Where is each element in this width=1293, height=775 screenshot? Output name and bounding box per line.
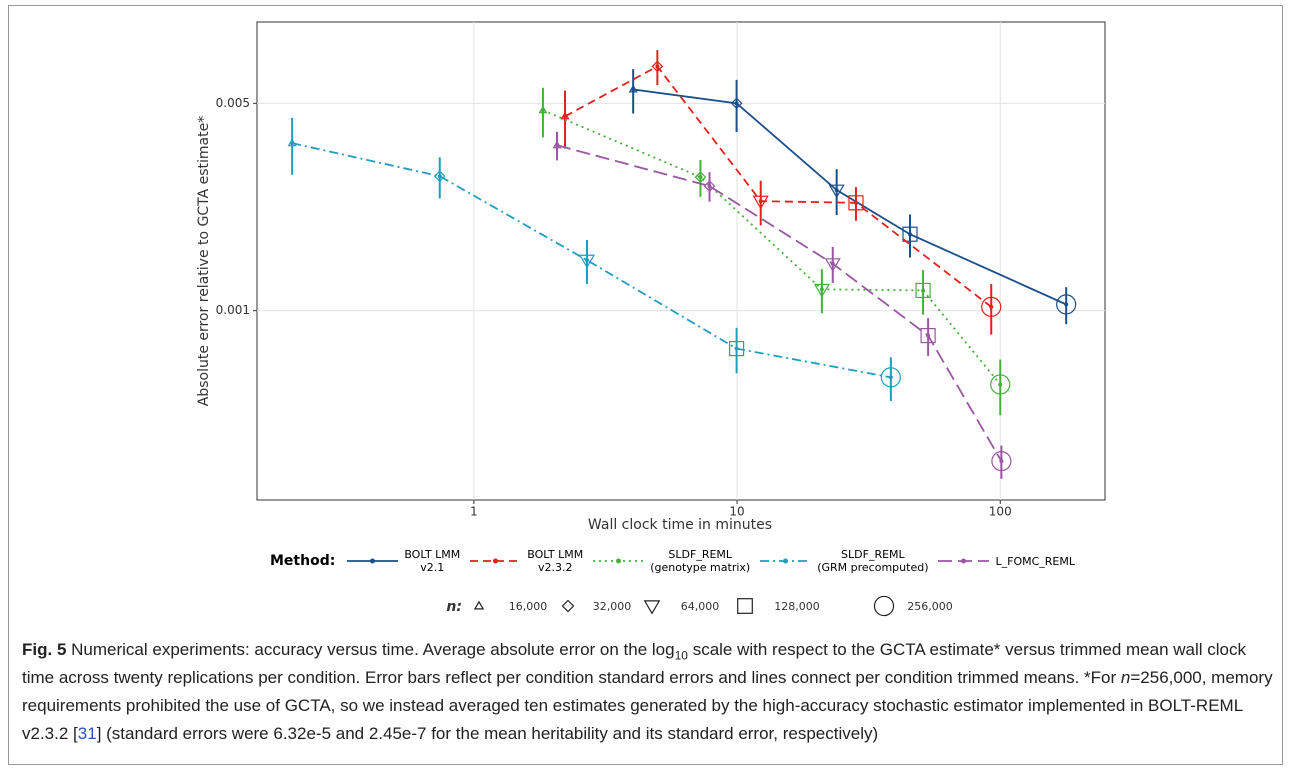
marker: [703, 180, 716, 192]
marker: [915, 282, 931, 299]
point-dot: [655, 64, 660, 69]
point-dot: [830, 261, 835, 266]
point-dot: [584, 258, 589, 263]
caption-text: ] (standard errors were 6.32e-5 and 2.45…: [96, 724, 879, 743]
legend-key: [760, 558, 812, 564]
point-dot: [758, 199, 763, 204]
point-dot: [834, 188, 839, 193]
legend-item: SLDF_REML (GRM precomputed): [758, 548, 928, 574]
shape-legend-label: 64,000: [681, 600, 720, 613]
point-dot: [707, 184, 712, 189]
legend-label: L_FOMC_REML: [995, 554, 1075, 568]
point-dot: [734, 101, 739, 106]
x-tick-label: 10: [729, 505, 744, 519]
caption-text: Numerical experiments: accuracy versus t…: [66, 640, 675, 659]
point-dot: [1064, 302, 1069, 307]
legend-key: [938, 558, 990, 564]
legend-label: SLDF_REML (GRM precomputed): [817, 548, 929, 574]
x-tick-label: 1: [470, 505, 478, 519]
plot-area: [256, 21, 1106, 501]
marker: [561, 599, 575, 613]
point-dot: [921, 288, 926, 293]
marker: [694, 171, 707, 183]
caption: Fig. 5 Numerical experiments: accuracy v…: [22, 636, 1274, 748]
marker: [813, 283, 830, 298]
legend-dot: [961, 558, 967, 564]
point-dot: [698, 175, 703, 180]
y-axis-title: Absolute error relative to GCTA estimate…: [196, 116, 212, 406]
point-dot: [853, 200, 858, 205]
caption-text[interactable]: 31: [77, 724, 97, 743]
marker: [473, 600, 485, 610]
caption-text: =256,000, memory requirements prohibited…: [22, 668, 1273, 743]
marker: [752, 195, 769, 210]
legend-item: BOLT LMM v2.3.2: [468, 548, 583, 574]
point-dot: [999, 459, 1004, 464]
caption-text: n: [1120, 668, 1131, 687]
point-dot: [989, 304, 994, 309]
y-tick-label: 0.005: [216, 96, 250, 110]
shape-legend-label: 16,000: [509, 600, 548, 613]
point-dot: [926, 333, 931, 338]
legend-label: BOLT LMM v2.1: [404, 548, 461, 574]
chart: Wall clock time in minutes Absolute erro…: [196, 21, 1106, 617]
marker: [902, 226, 918, 242]
figure-frame: [8, 5, 1283, 765]
point-dot: [563, 114, 568, 119]
legend-key: [470, 558, 522, 564]
caption-text: 10: [674, 648, 688, 663]
x-axis-title: Wall clock time in minutes: [588, 517, 772, 533]
marker: [433, 170, 446, 183]
legend-item: BOLT LMM v2.1: [345, 548, 460, 574]
point-dot: [998, 382, 1003, 387]
point-dot: [290, 141, 295, 146]
legend-title: Method:: [270, 553, 336, 569]
marker: [643, 600, 661, 615]
legend-dot: [616, 558, 622, 564]
point-dot: [888, 375, 893, 380]
shape-legend-label: 32,000: [593, 600, 632, 613]
legend-dot: [370, 558, 376, 564]
marker: [873, 595, 895, 617]
shape-legend-title: n:: [446, 599, 462, 615]
caption-text: scale with respect to the GCTA estimate*…: [22, 640, 1247, 687]
marker: [730, 97, 743, 110]
legend-key: [347, 558, 399, 564]
marker: [651, 60, 664, 73]
caption-text: Fig. 5: [22, 640, 67, 659]
point-dot: [437, 174, 442, 179]
y-tick-label: 0.001: [216, 303, 250, 317]
point-dot: [631, 87, 636, 92]
marker: [990, 374, 1011, 395]
marker: [1056, 294, 1077, 315]
marker: [828, 184, 845, 199]
point-dot: [819, 287, 824, 292]
legend-dot: [493, 558, 499, 564]
shape-legend-label: 128,000: [774, 600, 820, 613]
marker: [848, 195, 864, 211]
legend-label: SLDF_REML (genotype matrix): [650, 548, 751, 574]
legend-label: BOLT LMM v2.3.2: [527, 548, 584, 574]
marker: [824, 258, 841, 272]
series-line: [291, 142, 892, 379]
x-tick-label: 100: [989, 505, 1012, 519]
legend-item: L_FOMC_REML: [936, 554, 1075, 568]
marker: [728, 340, 745, 357]
point-dot: [907, 232, 912, 237]
marker: [981, 296, 1002, 317]
shape-legend-label: 256,000: [907, 600, 953, 613]
legend-dot: [783, 558, 789, 564]
legend-item: SLDF_REML (genotype matrix): [591, 548, 750, 574]
marker: [737, 598, 753, 614]
marker: [991, 451, 1012, 472]
point-dot: [540, 108, 545, 113]
point-dot: [555, 143, 560, 148]
marker: [880, 367, 901, 388]
legend: Method: BOLT LMM v2.1 BOLT LMM v2.3.2 SLDF…: [270, 548, 1083, 574]
marker: [920, 328, 936, 344]
legend-key: [593, 558, 645, 564]
point-dot: [734, 346, 739, 351]
marker: [578, 254, 596, 269]
